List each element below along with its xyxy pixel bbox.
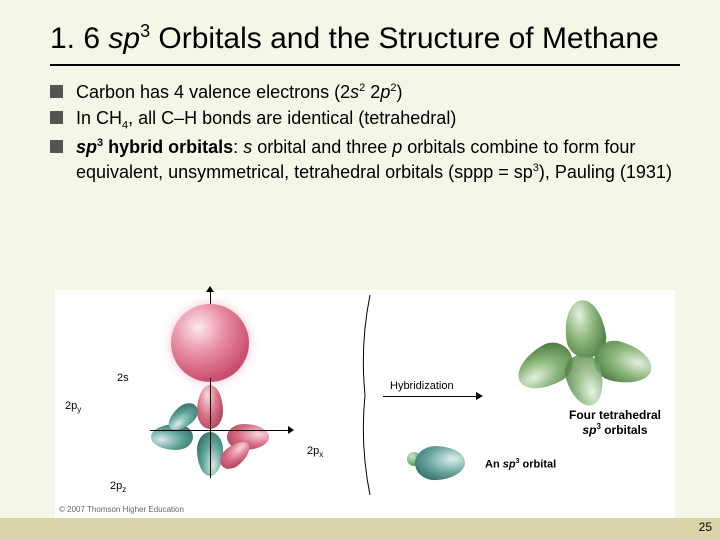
- orbital-2s: [171, 304, 249, 382]
- ft-a: Four tetrahedral: [569, 408, 661, 422]
- label-2py-text: 2p: [65, 400, 77, 412]
- arrowhead-up-icon: [206, 286, 214, 292]
- b1-sp: 2: [365, 82, 380, 102]
- b1-text-a: Carbon has 4 valence electrons (2: [76, 82, 350, 102]
- label-2pz-text: 2p: [110, 480, 122, 492]
- label-2px: 2px: [307, 445, 323, 459]
- ft-b: orbitals: [601, 423, 648, 437]
- hyb-arrow-line: [383, 396, 478, 397]
- four-tetrahedral-caption: Four tetrahedral sp3 orbitals: [555, 408, 675, 438]
- label-2s: 2s: [117, 372, 129, 384]
- b3-a: :: [233, 137, 243, 157]
- b1-p: p: [380, 82, 390, 102]
- title-sup: 3: [140, 21, 150, 41]
- an-sp: sp: [503, 459, 516, 471]
- orbital-figure: 2s 2py 2pz 2px Hybridization An sp3 orbi…: [55, 290, 675, 520]
- b1-end: ): [396, 82, 402, 102]
- bullet-1: Carbon has 4 valence electrons (2s2 2p2): [50, 80, 680, 104]
- bottom-bar: [0, 518, 720, 540]
- an-b: orbital: [519, 459, 556, 471]
- title-prefix: 1. 6: [50, 22, 108, 55]
- label-2pz: 2pz: [110, 480, 126, 494]
- axis-px: [150, 430, 290, 431]
- b3-d: ), Pauling (1931): [539, 162, 672, 182]
- title-sp: sp: [108, 22, 140, 55]
- hyb-arrowhead-icon: [476, 392, 483, 400]
- brace-icon: [355, 295, 375, 495]
- b3-b: orbital and three: [252, 137, 392, 157]
- b3-p: p: [392, 137, 402, 157]
- title-rest: Orbitals and the Structure of Methane: [150, 22, 659, 55]
- page-number: 25: [699, 520, 712, 534]
- label-2py: 2py: [65, 400, 81, 414]
- ft-sp: sp: [582, 423, 596, 437]
- axis-py: [210, 378, 211, 478]
- arrowhead-px-icon: [288, 426, 294, 434]
- b3-s: s: [243, 137, 252, 157]
- label-2px-sub: x: [319, 450, 323, 459]
- b2-b: , all C–H bonds are identical (tetrahedr…: [128, 108, 456, 128]
- b3-sp: sp: [76, 137, 97, 157]
- b2-a: In CH: [76, 108, 122, 128]
- b1-s: s: [350, 82, 359, 102]
- hybridization-label: Hybridization: [390, 380, 454, 392]
- bullet-list: Carbon has 4 valence electrons (2s2 2p2)…: [50, 80, 680, 184]
- bullet-2: In CH4, all C–H bonds are identical (tet…: [50, 106, 680, 133]
- copyright-text: © 2007 Thomson Higher Education: [59, 505, 184, 514]
- bullet-3: sp3 hybrid orbitals: s orbital and three…: [50, 135, 680, 184]
- an-sp3-caption: An sp3 orbital: [485, 458, 556, 471]
- sp3-large-lobe: [414, 445, 465, 481]
- label-2pz-sub: z: [122, 485, 126, 494]
- b3-bold: hybrid orbitals: [103, 137, 233, 157]
- label-2px-text: 2p: [307, 445, 319, 457]
- slide-title: 1. 6 sp3 Orbitals and the Structure of M…: [50, 20, 680, 66]
- label-2py-sub: y: [77, 405, 81, 414]
- an-a: An: [485, 459, 503, 471]
